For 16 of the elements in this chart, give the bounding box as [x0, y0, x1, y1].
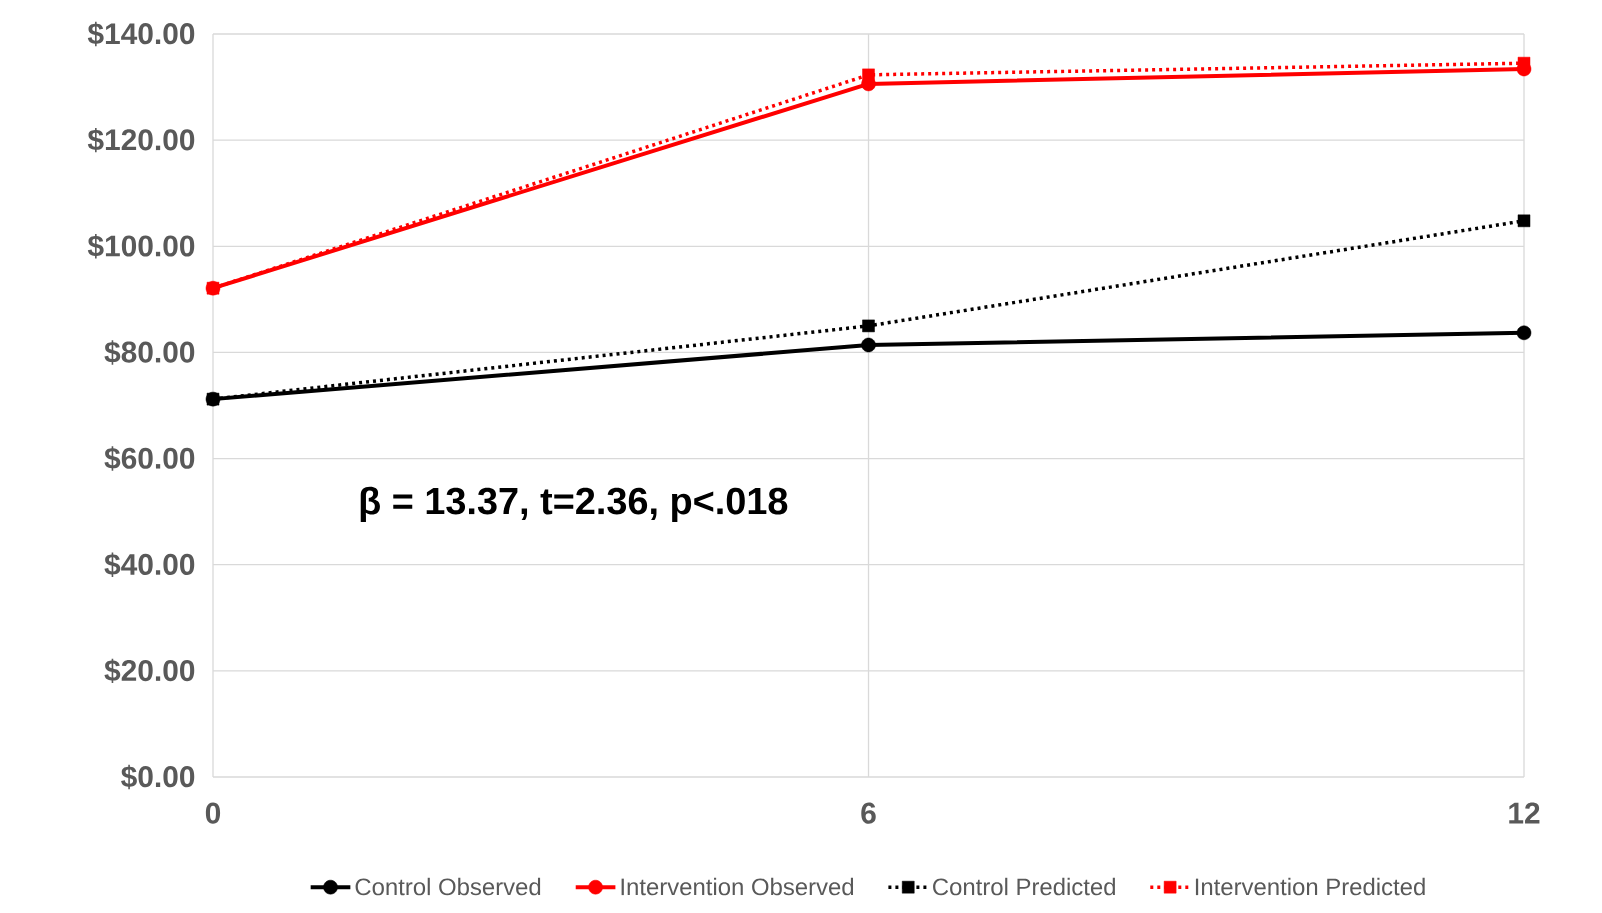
legend-label: Control Observed	[355, 877, 541, 896]
x-tick-label: 6	[861, 802, 876, 824]
annotation: β = 13.37, t=2.36, p<.018	[360, 486, 788, 522]
x-tick-label: 12	[1509, 802, 1540, 824]
x-tick-label: 0	[205, 802, 221, 824]
y-tick-label: $0.00	[121, 764, 195, 790]
y-tick-label: $100.00	[87, 234, 195, 259]
y-tick-label: $80.00	[104, 340, 195, 365]
legend-label: Intervention Predicted	[1195, 877, 1425, 896]
y-tick-label: $120.00	[87, 127, 195, 153]
y-tick-label: $40.00	[104, 552, 195, 577]
y-tick-label: $20.00	[104, 658, 195, 684]
y-tick-label: $60.00	[104, 446, 195, 471]
y-tick-label: $140.00	[87, 21, 195, 47]
legend-label: Intervention Observed	[621, 877, 854, 896]
legend-label: Control Predicted	[933, 877, 1115, 896]
